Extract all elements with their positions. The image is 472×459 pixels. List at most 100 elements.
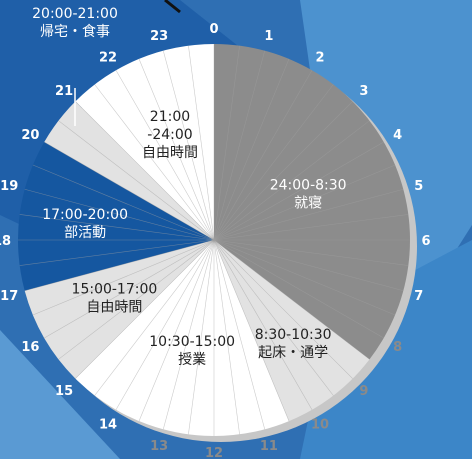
hour-label: 13	[150, 439, 168, 454]
pie-slice	[214, 240, 370, 422]
hour-label: 5	[414, 179, 423, 194]
segment-time: 17:00-20:00	[42, 207, 128, 223]
hour-line	[75, 239, 215, 379]
hour-line	[213, 239, 353, 379]
hour-line	[162, 239, 215, 430]
hour-label: 9	[359, 384, 368, 399]
hour-line	[213, 120, 370, 241]
hour-label: 11	[260, 439, 278, 454]
hour-line	[213, 239, 313, 410]
hour-label: 2	[315, 50, 324, 65]
hour-label: 22	[99, 50, 117, 65]
hour-label: 3	[359, 84, 368, 99]
hour-label: 0	[209, 22, 218, 37]
segment-activity: 部活動	[64, 225, 106, 241]
segment-label: 20:00-21:00 帰宅・食事	[32, 6, 118, 40]
hour-label: 14	[99, 418, 117, 433]
hour-line	[213, 239, 409, 266]
segment-time: 24:00-8:30	[270, 178, 347, 194]
pie-slice	[44, 101, 215, 240]
hour-line	[213, 239, 370, 360]
hour-label: 15	[55, 384, 73, 399]
hour-line	[213, 50, 266, 241]
segment-label: 10:30-15:00 授業	[149, 334, 235, 368]
segment-activity: 帰宅・食事	[40, 23, 110, 40]
hour-line	[138, 58, 215, 241]
segment-activity: 就寝	[294, 195, 322, 212]
hour-label: 19	[0, 179, 18, 194]
hour-line	[44, 239, 215, 339]
hour-label: 21	[55, 84, 73, 99]
hour-line	[115, 239, 215, 410]
hour-labels: 01234567891011121314151617181920212223	[0, 22, 431, 459]
hour-line	[75, 101, 215, 241]
segment-time: 10:30-15:00	[149, 334, 235, 350]
hour-line	[24, 239, 215, 292]
hour-label: 20	[21, 128, 39, 143]
segment-time: 21:00	[150, 109, 190, 125]
segment-label: 15:00-17:00 自由時間	[72, 282, 158, 316]
hour-label: 12	[205, 446, 223, 459]
hour-line	[115, 70, 215, 241]
segment-activity: 起床・通学	[258, 345, 328, 361]
hour-line	[213, 214, 409, 241]
hour-label: 18	[0, 234, 11, 249]
hour-line	[32, 164, 215, 241]
hour-line	[44, 141, 215, 241]
hour-label: 23	[150, 29, 168, 44]
hour-label: 7	[414, 289, 423, 304]
hour-line	[213, 70, 313, 241]
hour-line	[213, 239, 334, 396]
hour-line	[213, 188, 404, 241]
hour-label: 6	[421, 234, 430, 249]
hour-line	[19, 214, 215, 241]
bg-band-corner	[0, 330, 120, 459]
hour-label: 8	[393, 340, 402, 355]
hour-label: 10	[311, 418, 329, 433]
hour-line	[213, 141, 384, 241]
hour-line	[213, 58, 290, 241]
hour-line	[58, 239, 215, 360]
pie-slice	[214, 44, 410, 360]
hour-line	[162, 50, 215, 241]
hour-line	[213, 239, 290, 422]
hour-line	[19, 239, 215, 266]
hour-line	[94, 239, 215, 396]
hour-tick-lines	[18, 44, 410, 436]
hour-line	[213, 45, 240, 241]
hour-line	[188, 45, 215, 241]
hour-line	[32, 239, 215, 316]
hour-label: 16	[21, 340, 39, 355]
arrow-tip	[164, 0, 181, 14]
hour-line	[213, 84, 334, 241]
hour-line	[213, 239, 384, 339]
segment-activity: 自由時間	[86, 300, 142, 316]
hour-line	[213, 239, 404, 292]
segment-activity: 授業	[178, 352, 206, 368]
segment-label: 24:00-8:30 就寝	[270, 178, 347, 212]
hour-line	[58, 120, 215, 241]
hour-line	[138, 239, 215, 422]
hour-line	[24, 188, 215, 241]
pie-slice	[75, 44, 214, 240]
pie-slice	[24, 240, 214, 379]
segment-activity: 自由時間	[142, 145, 198, 161]
segment-time: 20:00-21:00	[32, 6, 118, 22]
hour-line	[213, 101, 353, 241]
hour-line	[94, 84, 215, 241]
segment-label: 8:30-10:30 起床・通学	[255, 327, 332, 361]
hour-line	[213, 239, 396, 316]
hour-line	[213, 239, 240, 435]
segment-time: 15:00-17:00	[72, 282, 158, 298]
hour-label: 1	[264, 29, 273, 44]
hour-line	[213, 239, 266, 430]
segment-time: -24:00	[147, 127, 192, 143]
segment-label: 17:00-20:00 部活動	[42, 207, 128, 241]
hour-line	[188, 239, 215, 435]
segment-label: 21:00 -24:00 自由時間	[142, 109, 198, 161]
hour-label: 4	[393, 128, 402, 143]
hour-line	[213, 164, 396, 241]
segment-time: 8:30-10:30	[255, 327, 332, 343]
hour-label: 17	[0, 289, 18, 304]
